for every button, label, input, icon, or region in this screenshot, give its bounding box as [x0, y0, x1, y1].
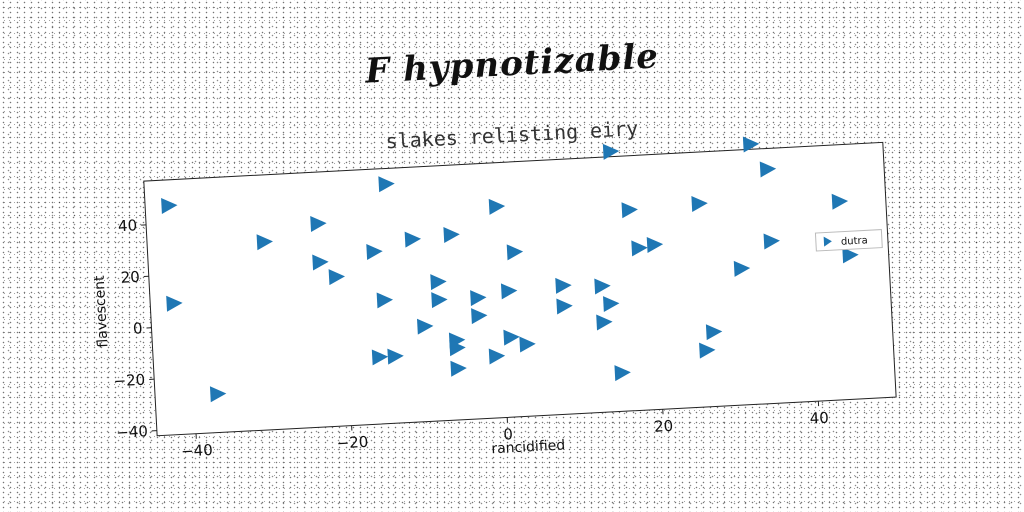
- y-tick-label: −40: [116, 422, 149, 442]
- legend-marker: [823, 236, 832, 247]
- data-point: [594, 278, 611, 295]
- data-point: [371, 349, 389, 366]
- data-point: [614, 365, 631, 382]
- data-point: [705, 324, 723, 341]
- data-point: [500, 283, 518, 300]
- x-tick-label: −40: [181, 441, 214, 461]
- data-point: [742, 136, 760, 153]
- data-point: [471, 308, 488, 325]
- data-point: [443, 227, 460, 244]
- plot-frame: [143, 141, 897, 437]
- legend-label: dutra: [841, 235, 868, 247]
- data-point: [646, 237, 664, 254]
- chart-title: slakes relisting eiry: [385, 116, 639, 153]
- data-point: [519, 336, 536, 353]
- data-points: [161, 136, 859, 403]
- y-tick-label: 40: [118, 216, 138, 235]
- data-point: [310, 215, 327, 232]
- y-axis-label: flavescent: [92, 275, 112, 349]
- x-tick-label: 40: [809, 409, 829, 428]
- data-point: [166, 295, 183, 312]
- data-point: [699, 342, 716, 359]
- data-point: [256, 234, 273, 251]
- data-point: [387, 348, 404, 365]
- data-point: [430, 274, 447, 291]
- legend-box: [814, 229, 883, 252]
- x-axis: −40 −20 0 20 40: [181, 401, 829, 461]
- data-point: [366, 243, 383, 260]
- data-point: [763, 233, 780, 250]
- data-point: [596, 314, 613, 331]
- x-axis-label: rancidified: [491, 437, 566, 457]
- data-point: [449, 340, 466, 357]
- y-axis: −40 −20 0 20 40: [113, 216, 157, 442]
- data-point: [602, 143, 620, 160]
- data-point: [488, 198, 506, 215]
- data-point: [328, 269, 346, 286]
- data-point: [556, 298, 573, 315]
- data-point: [759, 161, 777, 178]
- data-point: [631, 240, 648, 257]
- data-point: [161, 197, 178, 214]
- x-tick-label: 20: [654, 417, 674, 436]
- y-tick-label: 0: [132, 319, 142, 337]
- y-tick-label: −20: [113, 371, 146, 391]
- data-point: [842, 247, 859, 264]
- data-point: [376, 292, 394, 309]
- data-point: [470, 290, 487, 307]
- data-point: [603, 296, 620, 313]
- data-point: [506, 244, 524, 261]
- data-point: [555, 277, 572, 294]
- data-point: [431, 292, 448, 309]
- data-point: [503, 329, 520, 346]
- data-point: [450, 360, 467, 377]
- x-tick-label: 0: [503, 425, 513, 443]
- data-point: [378, 176, 395, 193]
- data-point: [417, 318, 434, 335]
- data-point: [404, 231, 422, 248]
- data-point: [488, 348, 506, 365]
- data-point: [209, 386, 227, 403]
- data-point: [831, 193, 849, 210]
- data-point: [733, 260, 751, 277]
- data-point: [691, 195, 708, 212]
- data-point: [621, 202, 638, 219]
- y-tick-label: 20: [120, 268, 140, 287]
- data-point: [312, 254, 329, 271]
- legend: dutra: [814, 229, 883, 252]
- x-tick-label: −20: [336, 433, 369, 453]
